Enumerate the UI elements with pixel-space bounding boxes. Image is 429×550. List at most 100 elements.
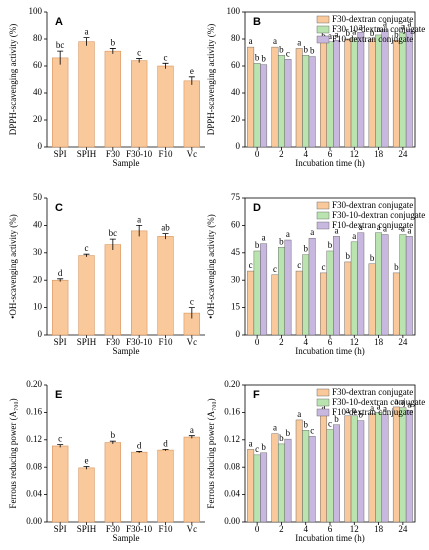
significance-letter: a	[377, 222, 381, 232]
y-tick-label: 60	[231, 219, 241, 229]
significance-letter: b	[394, 262, 399, 272]
bar	[399, 32, 407, 148]
y-tick-label: 50	[33, 192, 43, 202]
bar	[277, 443, 285, 523]
x-tick-label: 4	[303, 524, 308, 534]
significance-letter: b	[370, 28, 375, 38]
x-tick-label: SPI	[54, 524, 67, 534]
significance-letter: a	[137, 214, 141, 224]
bar	[157, 449, 174, 523]
bar	[381, 414, 389, 523]
bar	[295, 48, 303, 148]
significance-letter: b	[346, 251, 351, 261]
bar	[399, 407, 407, 523]
significance-letter: a	[401, 397, 405, 407]
x-tick-label: 0	[255, 524, 260, 534]
significance-letter: c	[310, 425, 314, 435]
x-tick-label: 18	[374, 337, 384, 347]
significance-letter: b	[303, 44, 308, 54]
significance-letter: a	[383, 224, 387, 234]
significance-letter: a	[394, 396, 398, 406]
panel-label: A	[55, 16, 63, 28]
significance-letter: b	[310, 46, 315, 56]
x-tick-label: 12	[350, 337, 359, 347]
significance-letter: a	[407, 225, 411, 235]
legend-label: F30-10-dextran conjugate	[332, 210, 425, 220]
significance-letter: a	[297, 409, 301, 419]
y-tick-label: 75	[231, 192, 241, 202]
significance-letter: b	[370, 253, 375, 263]
significance-letter: ab	[161, 223, 170, 233]
y-axis-label: •OH-scavenging activity (%)	[8, 214, 18, 319]
y-axis-label: Ferrous reducing power (A₇₀₀)	[8, 398, 18, 508]
bar	[368, 413, 376, 523]
legend-swatch	[316, 408, 330, 417]
bar	[320, 412, 327, 523]
significance-letter: b	[261, 54, 266, 64]
significance-letter: a	[310, 227, 314, 237]
y-tick-label: 0.20	[26, 379, 42, 389]
bar	[271, 274, 279, 336]
bar	[104, 50, 121, 148]
error-bar	[162, 448, 169, 451]
x-tick-label: 18	[374, 149, 384, 159]
y-axis-label: •OH-scavenging activity (%)	[206, 214, 216, 319]
bar	[375, 232, 383, 336]
bar	[392, 406, 400, 523]
bar	[405, 236, 413, 336]
bar	[183, 80, 200, 148]
y-tick-label: 80	[33, 33, 43, 43]
legend-swatch	[316, 201, 330, 210]
bar	[52, 57, 69, 148]
bar	[284, 59, 292, 148]
significance-letter: a	[262, 233, 266, 243]
bar	[302, 55, 310, 148]
significance-letter: b	[394, 29, 399, 39]
bar	[78, 255, 95, 336]
x-axis-label: Incubation time (h)	[295, 158, 364, 168]
x-axis-label: Sample	[113, 346, 140, 356]
bar	[344, 38, 352, 148]
error-bar	[57, 278, 64, 282]
legend-label: F10-dextran conjugate	[332, 407, 413, 417]
x-tick-label: 6	[328, 149, 333, 159]
significance-letter: a	[407, 399, 411, 409]
bar	[381, 234, 389, 336]
bar	[326, 250, 334, 336]
y-tick-label: 60	[33, 60, 43, 70]
significance-letter: b	[359, 410, 364, 420]
y-tick-label: 0	[38, 141, 43, 151]
legend-swatch	[316, 15, 330, 24]
x-tick-label: SPI	[54, 149, 67, 159]
x-tick-label: SPIH	[77, 337, 97, 347]
bar	[308, 56, 316, 148]
x-tick-label: SPIH	[77, 149, 97, 159]
significance-letter: c	[286, 48, 290, 58]
significance-letter: b	[255, 240, 260, 250]
bar	[284, 438, 292, 523]
bar	[308, 436, 316, 523]
error-bar	[83, 253, 90, 257]
bar	[302, 430, 310, 523]
bar	[260, 243, 268, 336]
significance-letter: c	[322, 262, 326, 272]
y-tick-label: 0.04	[26, 489, 42, 499]
x-tick-label: F30	[106, 337, 121, 347]
bar	[271, 46, 279, 148]
panel-label: F	[253, 389, 260, 401]
bar	[284, 239, 292, 336]
error-bar	[57, 50, 64, 65]
x-axis-label: Incubation time (h)	[295, 346, 364, 356]
panel: 0.00 0.04 0.08 0.12 0.16 0.20 Ferrous reducing…	[206, 379, 425, 543]
x-tick-label: 12	[350, 524, 359, 534]
bar	[260, 452, 268, 523]
significance-letter: b	[279, 236, 284, 246]
bar	[381, 29, 389, 148]
x-tick-label: Vc	[187, 337, 198, 347]
x-axis-label: Sample	[113, 533, 140, 543]
x-tick-label: F10	[158, 524, 173, 534]
bar	[183, 436, 200, 523]
significance-letter: a	[328, 31, 332, 41]
panel-label: D	[253, 202, 261, 214]
significance-letter: a	[249, 36, 253, 46]
